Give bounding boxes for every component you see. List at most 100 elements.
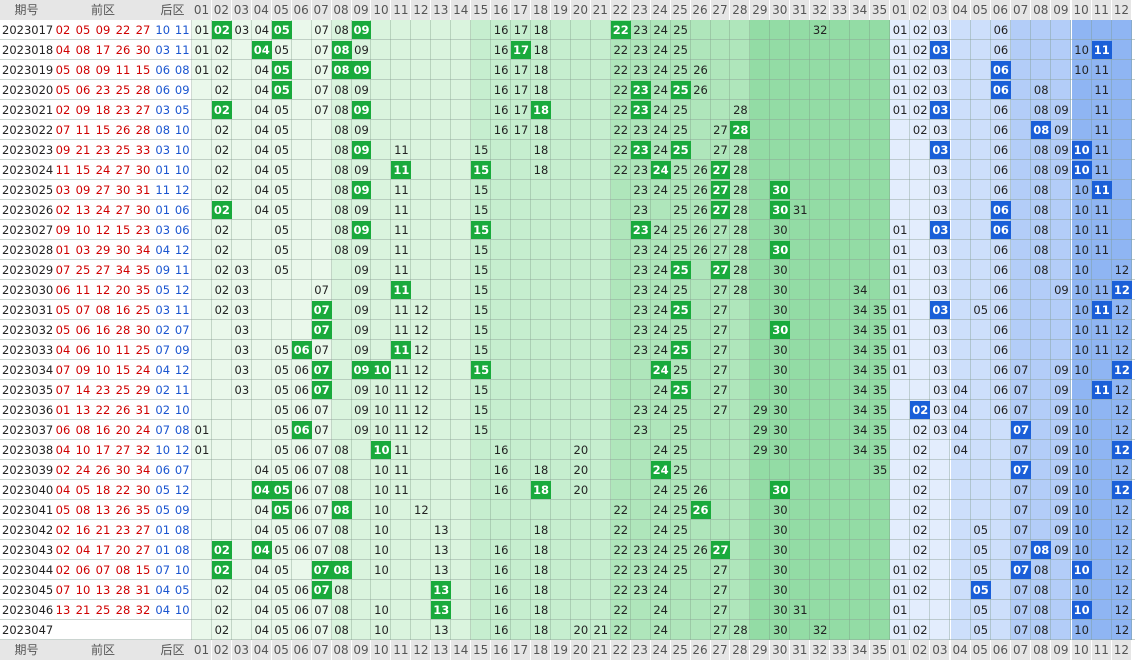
front-col-header: 03: [231, 0, 252, 20]
front-trend-number: 02: [214, 143, 230, 157]
front-trend-number: 24: [653, 343, 668, 357]
front-number: 28: [135, 83, 151, 97]
back-trend-number: 10: [1074, 503, 1089, 517]
front-trend-number: 21: [593, 623, 609, 637]
front-trend-number: 23: [633, 543, 649, 557]
front-trend-number: 28: [733, 183, 748, 197]
back-trend-number: 03: [933, 163, 948, 177]
front-trend-number: 07: [314, 63, 329, 77]
back-hit: 10: [1071, 601, 1092, 619]
front-trend-number: 24: [653, 263, 668, 277]
back-band: [970, 0, 991, 660]
front-trend-number: 24: [653, 523, 668, 537]
back-trend-number: 12: [1114, 523, 1130, 537]
back-hit: 10: [1071, 141, 1092, 159]
back-col-header: 04: [950, 640, 971, 660]
front-trend-number: 01: [194, 443, 210, 457]
front-col-header: 28: [730, 640, 751, 660]
front-trend-number: 09: [354, 403, 369, 417]
front-trend-number: 08: [334, 603, 349, 617]
front-number: 27: [115, 443, 131, 457]
back-trend-number: 08: [1033, 143, 1049, 157]
front-number: 05: [55, 83, 71, 97]
front-trend-number: 25: [673, 323, 688, 337]
back-trend-number: 02: [912, 483, 928, 497]
front-trend-number: 04: [254, 523, 270, 537]
front-trend-number: 07: [314, 423, 329, 437]
front-col-header: 32: [810, 0, 831, 20]
front-number: 21: [75, 143, 91, 157]
front-band: [291, 0, 312, 660]
front-trend-number: 08: [334, 443, 349, 457]
front-hit: 24: [650, 461, 671, 479]
front-col-header: 32: [810, 640, 831, 660]
front-hit: 04: [251, 41, 272, 59]
front-trend-number: 25: [673, 223, 688, 237]
front-trend-number: 24: [653, 403, 668, 417]
front-number: 23: [115, 523, 131, 537]
front-trend-number: 34: [852, 383, 868, 397]
front-trend-number: 23: [633, 123, 649, 137]
front-trend-number: 07: [314, 603, 329, 617]
front-trend-number: 15: [473, 183, 489, 197]
front-trend-number: 05: [274, 563, 290, 577]
front-col-header: 07: [311, 640, 332, 660]
front-trend-number: 11: [394, 423, 409, 437]
front-trend-number: 18: [533, 623, 549, 637]
back-col-header: 06: [990, 0, 1011, 20]
front-trend-number: 09: [354, 343, 369, 357]
front-number: 09: [95, 63, 111, 77]
back-col-header: 05: [970, 640, 991, 660]
front-trend-number: 30: [772, 383, 788, 397]
front-number: 24: [95, 203, 111, 217]
period-header: 期号: [0, 0, 53, 20]
front-hit: 13: [431, 601, 452, 619]
front-trend-number: 17: [513, 23, 529, 37]
front-trend-number: 07: [314, 463, 329, 477]
front-number: 18: [95, 483, 111, 497]
front-number: 30: [135, 323, 151, 337]
back-trend-number: 11: [1094, 323, 1110, 337]
front-number: 08: [115, 563, 131, 577]
front-trend-number: 24: [653, 223, 668, 237]
front-trend-number: 05: [274, 263, 290, 277]
front-trend-number: 23: [633, 303, 649, 317]
front-number: 04: [55, 43, 71, 57]
front-trend-number: 04: [254, 123, 270, 137]
front-trend-number: 09: [354, 243, 369, 257]
back-band: [1031, 0, 1052, 660]
front-trend-number: 09: [354, 263, 369, 277]
front-col-header: 22: [610, 640, 631, 660]
period: 2023042: [2, 523, 54, 537]
front-number: 29: [95, 243, 111, 257]
back-trend-number: 06: [993, 283, 1009, 297]
front-number: 11: [75, 283, 91, 297]
front-trend-number: 11: [394, 243, 409, 257]
period: 2023040: [2, 483, 54, 497]
back-trend-number: 05: [973, 623, 989, 637]
front-trend-number: 09: [354, 203, 369, 217]
back-trend-number: 12: [1114, 543, 1130, 557]
back-number: 05: [174, 583, 190, 597]
front-band: [730, 0, 751, 660]
back-band: [930, 0, 951, 660]
period: 2023034: [2, 363, 54, 377]
back-number: 01: [155, 523, 171, 537]
front-trend-number: 34: [852, 403, 868, 417]
front-trend-number: 16: [493, 623, 509, 637]
front-number: 15: [135, 563, 151, 577]
back-trend-number: 02: [912, 423, 928, 437]
back-number: 07: [174, 323, 190, 337]
back-trend-number: 02: [912, 83, 928, 97]
back-hit: 02: [910, 401, 931, 419]
front-trend-number: 24: [653, 123, 668, 137]
back-trend-number: 11: [1094, 83, 1110, 97]
back-trend-number: 10: [1074, 283, 1089, 297]
back-number: 08: [174, 523, 190, 537]
front-hit: 08: [331, 501, 352, 519]
front-trend-number: 08: [334, 463, 349, 477]
back-number: 12: [174, 183, 190, 197]
front-trend-number: 07: [314, 623, 329, 637]
front-trend-number: 07: [314, 103, 329, 117]
front-number: 30: [135, 483, 151, 497]
